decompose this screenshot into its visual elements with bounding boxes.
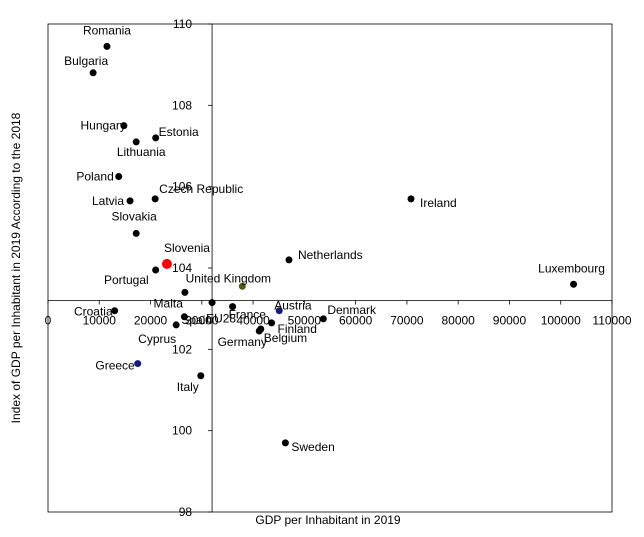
x-tick-label: 20000 bbox=[134, 314, 168, 328]
point-cyprus bbox=[172, 321, 180, 329]
label-bulgaria: Bulgaria bbox=[64, 54, 108, 68]
point-slovakia bbox=[132, 229, 140, 237]
x-tick-label: 40000 bbox=[236, 314, 270, 328]
y-tick-label: 104 bbox=[172, 261, 192, 275]
point-finland bbox=[268, 319, 276, 327]
point-france bbox=[229, 303, 237, 311]
x-tick-label: 50000 bbox=[288, 314, 322, 328]
label-finland: Finland bbox=[278, 322, 317, 336]
point-italy bbox=[197, 372, 205, 380]
y-tick-label: 110 bbox=[173, 17, 192, 31]
y-tick-label: 106 bbox=[172, 180, 192, 194]
y-tick-label: 98 bbox=[179, 505, 193, 519]
point-spain bbox=[180, 313, 188, 321]
x-tick-label: 100000 bbox=[541, 314, 581, 328]
point-portugal bbox=[152, 266, 160, 274]
label-malta: Malta bbox=[154, 296, 184, 310]
point-lithuania bbox=[132, 138, 140, 146]
y-tick-label: 108 bbox=[172, 98, 192, 112]
y-axis-title: Index of GDP per Inhabitant in 2019 Acco… bbox=[9, 112, 23, 423]
y-tick-label: 100 bbox=[172, 424, 192, 438]
label-slovenia: Slovenia bbox=[164, 241, 210, 255]
label-denmark: Denmark bbox=[327, 303, 377, 317]
x-tick-label: 0 bbox=[45, 314, 52, 328]
x-tick-label: 70000 bbox=[390, 314, 424, 328]
label-united-kingdom: United Kingdom bbox=[186, 271, 271, 285]
label-estonia: Estonia bbox=[159, 125, 199, 139]
label-hungary: Hungary bbox=[81, 119, 126, 133]
label-portugal: Portugal bbox=[104, 273, 149, 287]
label-belgium: Belgium bbox=[264, 331, 307, 345]
label-lithuania: Lithuania bbox=[117, 145, 166, 159]
label-slovakia: Slovakia bbox=[112, 209, 158, 223]
point-ireland bbox=[407, 195, 415, 203]
x-tick-label: 10000 bbox=[83, 314, 117, 328]
point-romania bbox=[103, 42, 111, 50]
label-netherlands: Netherlands bbox=[298, 248, 363, 262]
data-points bbox=[89, 42, 578, 447]
label-austria: Austria bbox=[274, 299, 312, 313]
label-spain: Spain bbox=[181, 313, 212, 327]
x-tick-label: 30000 bbox=[185, 314, 219, 328]
point-slovenia bbox=[161, 258, 172, 269]
point-poland bbox=[115, 173, 123, 180]
point-austria bbox=[275, 307, 283, 315]
y-tick-label: 102 bbox=[172, 342, 192, 356]
point-denmark bbox=[319, 315, 327, 323]
x-tick-label: 110000 bbox=[592, 314, 631, 328]
point-eu28 bbox=[208, 299, 216, 307]
point-luxembourg bbox=[570, 280, 578, 288]
point-sweden bbox=[281, 439, 289, 447]
point-estonia bbox=[152, 134, 160, 142]
label-croatia: Croatia bbox=[74, 305, 113, 319]
point-labels: Romania Bulgaria Hungary Estonia Lithuania Po… bbox=[64, 23, 605, 454]
point-hungary bbox=[120, 122, 128, 130]
point-malta bbox=[181, 288, 189, 296]
point-croatia bbox=[111, 307, 119, 315]
label-germany: Germany bbox=[218, 335, 267, 349]
plot-border bbox=[47, 23, 613, 513]
y-axis-ticks: 98 100 102 104 106 108 110 bbox=[172, 17, 213, 519]
x-tick-label: 80000 bbox=[441, 314, 475, 328]
label-romania: Romania bbox=[83, 23, 131, 37]
label-france: France bbox=[229, 308, 267, 322]
x-tick-label: 60000 bbox=[339, 314, 373, 328]
label-cyprus: Cyprus bbox=[138, 332, 176, 346]
label-latvia: Latvia bbox=[92, 194, 124, 208]
label-ireland: Ireland bbox=[420, 196, 457, 210]
x-axis-ticks: 0 10000 20000 30000 40000 50000 60000 70000 8000… bbox=[45, 300, 632, 328]
label-luxembourg: Luxembourg bbox=[538, 261, 605, 275]
point-united-kingdom bbox=[238, 282, 246, 290]
point-germany bbox=[255, 327, 263, 335]
label-poland: Poland bbox=[76, 170, 113, 184]
point-bulgaria bbox=[89, 69, 97, 77]
point-czech-republic bbox=[151, 195, 159, 203]
x-tick-label: 90000 bbox=[493, 314, 527, 328]
label-sweden: Sweden bbox=[291, 440, 334, 454]
label-czech-republic: Czech Republic bbox=[159, 182, 243, 196]
point-greece bbox=[134, 360, 142, 368]
label-italy: Italy bbox=[177, 380, 199, 394]
label-greece: Greece bbox=[95, 359, 135, 373]
point-netherlands bbox=[285, 256, 293, 264]
point-latvia bbox=[126, 197, 134, 205]
label-eu28: EU28 bbox=[206, 312, 236, 326]
x-axis-title: GDP per Inhabitant in 2019 bbox=[255, 513, 401, 527]
